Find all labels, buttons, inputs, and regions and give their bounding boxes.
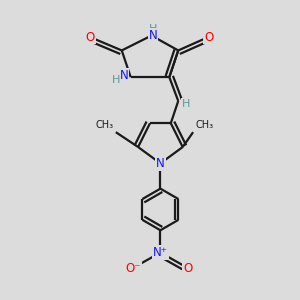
Text: CH₃: CH₃ (196, 120, 214, 130)
Text: N: N (120, 69, 128, 82)
Text: O: O (85, 31, 94, 44)
Text: O: O (204, 31, 213, 44)
Text: N: N (156, 157, 165, 170)
Text: N: N (148, 29, 157, 42)
Text: H: H (149, 24, 157, 34)
Text: H: H (182, 99, 191, 109)
Text: O: O (183, 262, 192, 275)
Text: CH₃: CH₃ (95, 120, 113, 130)
Text: H: H (112, 75, 121, 85)
Text: N⁺: N⁺ (153, 246, 168, 259)
Text: O⁻: O⁻ (125, 262, 141, 275)
